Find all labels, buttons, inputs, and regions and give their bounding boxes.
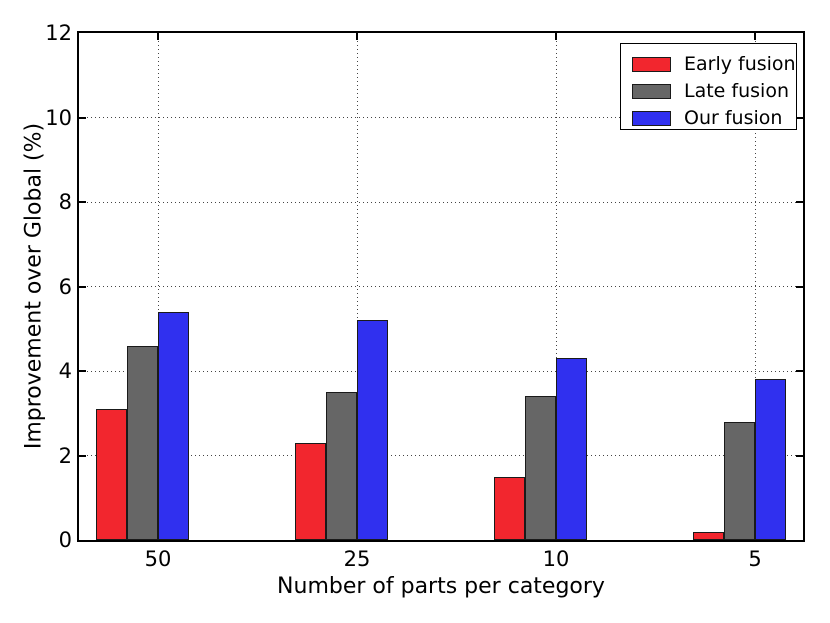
bar-our-fusion-10 — [556, 358, 587, 540]
left-tick-y-10 — [79, 116, 86, 119]
left-tick-y-8 — [79, 201, 86, 203]
top-tick-x-25 — [356, 33, 358, 40]
right-tick-y-6 — [796, 285, 803, 288]
bar-early-fusion-25 — [295, 442, 326, 540]
right-tick-y-8 — [796, 201, 803, 203]
bar-early-fusion-50 — [96, 409, 127, 540]
x-axis-label: Number of parts per category — [277, 574, 605, 599]
x-tick-label-50: 50 — [144, 547, 172, 571]
left-tick-y-6 — [79, 285, 86, 288]
left-tick-y-4 — [79, 370, 86, 372]
left-tick-y-2 — [79, 454, 86, 457]
y-tick-label-6: 6 — [58, 274, 72, 299]
gridline-x-50 — [157, 33, 159, 540]
legend: Early fusion Late fusion Our fusion — [620, 43, 797, 130]
bar-our-fusion-25 — [357, 320, 388, 540]
legend-label-late-fusion: Late fusion — [684, 80, 789, 102]
gridline-y-2 — [79, 455, 803, 456]
gridline-y-10 — [79, 117, 803, 118]
legend-swatch-early-fusion — [632, 56, 671, 72]
legend-label-early-fusion: Early fusion — [684, 53, 796, 75]
gridline-y-6 — [79, 286, 803, 287]
legend-swatch-our-fusion — [632, 110, 671, 126]
y-tick-label-2: 2 — [58, 443, 72, 468]
bar-early-fusion-10 — [494, 476, 525, 540]
bar-late-fusion-5 — [724, 421, 755, 540]
bar-late-fusion-50 — [127, 345, 158, 540]
right-tick-y-4 — [796, 370, 803, 372]
legend-swatch-late-fusion — [632, 83, 671, 99]
grid-layer — [79, 33, 803, 540]
bars-layer — [79, 33, 803, 540]
y-tick-label-0: 0 — [58, 528, 72, 552]
bar-late-fusion-10 — [525, 396, 556, 540]
top-tick-x-10 — [555, 33, 557, 40]
y-tick-label-10: 10 — [45, 105, 72, 130]
legend-item-our-fusion: Our fusion — [632, 105, 796, 131]
bar-late-fusion-25 — [326, 392, 357, 540]
y-tick-label-8: 8 — [58, 190, 72, 214]
bar-our-fusion-5 — [755, 379, 786, 540]
gridline-x-10 — [555, 33, 557, 540]
gridline-y-4 — [79, 370, 803, 372]
bar-early-fusion-5 — [693, 531, 724, 540]
legend-label-our-fusion: Our fusion — [684, 107, 783, 129]
plot-area: Early fusion Late fusion Our fusion — [77, 31, 805, 542]
x-tick-label-5: 5 — [748, 547, 762, 571]
bar-our-fusion-50 — [158, 311, 189, 540]
legend-item-late-fusion: Late fusion — [632, 78, 796, 104]
gridline-y-8 — [79, 201, 803, 203]
y-tick-label-4: 4 — [58, 359, 72, 383]
x-tick-label-25: 25 — [343, 547, 371, 571]
legend-item-early-fusion: Early fusion — [632, 51, 796, 77]
gridline-x-5 — [754, 33, 756, 540]
gridline-x-25 — [356, 33, 358, 540]
right-tick-y-2 — [796, 454, 803, 457]
right-tick-y-10 — [796, 116, 803, 119]
top-tick-x-50 — [157, 33, 159, 40]
top-tick-x-5 — [754, 33, 756, 40]
y-tick-label-12: 12 — [45, 21, 72, 45]
x-tick-label-10: 10 — [542, 547, 570, 571]
